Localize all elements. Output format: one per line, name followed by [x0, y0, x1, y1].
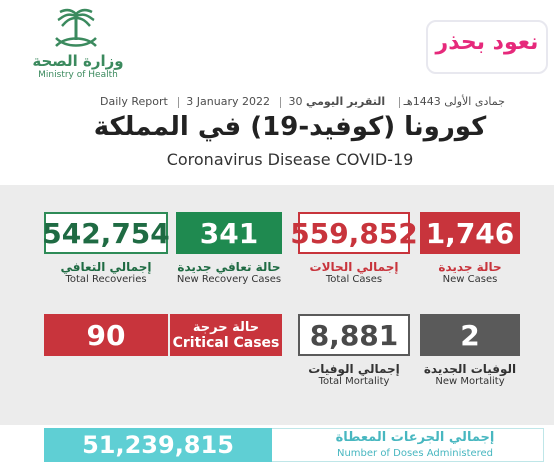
new-mortality-label-ar: الوفيات الجديدة	[423, 362, 517, 376]
total-cases-label-en: Total Cases	[325, 274, 383, 285]
new-cases-label-ar: حالة جديدة	[438, 260, 502, 274]
moh-logo	[22, 6, 130, 84]
total-recoveries-label-en: Total Recoveries	[65, 274, 147, 285]
critical-cases-label-en: Critical Cases	[172, 334, 280, 351]
new-cases-label-en: New Cases	[442, 274, 498, 285]
new-mortality-value: 2	[420, 314, 520, 356]
new-cases-value: 1,746	[420, 212, 520, 254]
total-mortality-label-ar: إجمالي الوفيات	[308, 362, 400, 376]
doses-label-ar: إجمالي الجرعات المعطاة	[335, 430, 495, 445]
critical-cases-label-ar: حالة حرجة	[192, 319, 260, 335]
new-mortality-label-en: New Mortality	[435, 376, 505, 387]
total-recoveries-value: 542,754	[42, 212, 170, 254]
hijri-date: 30 جمادى الأولى 1443هـ	[288, 95, 505, 108]
critical-cases-label: حالة حرجة Critical Cases	[170, 314, 282, 356]
page-title-ar: كورونا (كوفيد-19) في المملكة	[93, 112, 487, 142]
moh-name-en: Ministry of Health	[38, 70, 118, 80]
palm-swords-icon	[55, 8, 97, 47]
critical-cases-value: 90	[44, 314, 168, 356]
report-ar: التقرير اليومي	[305, 95, 386, 108]
total-recoveries-label-ar: إجمالي التعافي	[60, 260, 152, 274]
total-mortality-label-en: Total Mortality	[318, 376, 390, 387]
new-recovery-label-en: New Recovery Cases	[176, 274, 282, 285]
moh-name-ar: وزارة الصحة	[32, 52, 124, 70]
campaign-logo-text: نعود بحذر	[435, 30, 539, 55]
total-mortality-value: 8,881	[298, 314, 410, 356]
total-cases-label-ar: إجمالي الحالات	[309, 260, 399, 274]
page-title-en: Coronavirus Disease COVID-19	[166, 150, 414, 169]
report-en: Daily Report	[100, 95, 168, 108]
report-line: Daily Report 3 January 2022 30 جمادى الأ…	[100, 95, 540, 108]
new-recovery-value: 341	[176, 212, 282, 254]
total-cases-value: 559,852	[290, 212, 418, 254]
greg-date: 3 January 2022	[186, 95, 270, 108]
doses-label-en: Number of Doses Administered	[336, 448, 494, 459]
campaign-logo: نعود بحذر	[426, 20, 548, 74]
doses-value: 51,239,815	[44, 428, 272, 462]
new-recovery-label-ar: حالة تعافي جديدة	[177, 260, 281, 274]
